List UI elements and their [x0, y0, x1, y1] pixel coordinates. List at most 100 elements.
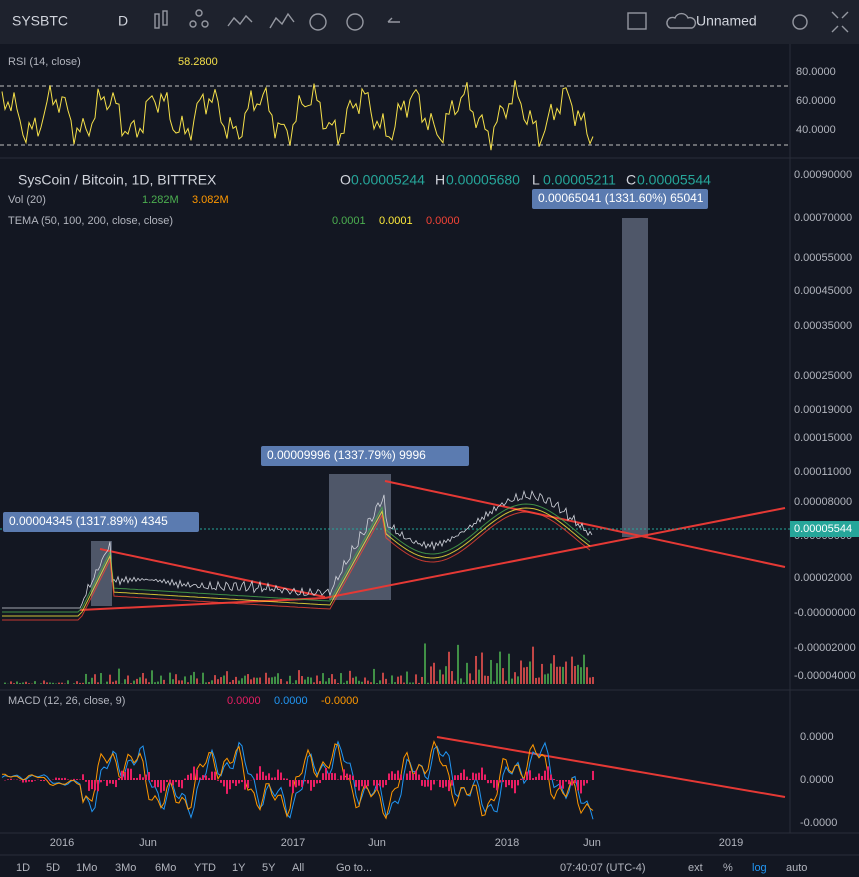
macd-histogram — [553, 779, 555, 780]
ohlc-key: O — [340, 172, 351, 188]
range-button[interactable]: 5D — [46, 862, 60, 874]
volume-bar — [391, 675, 393, 684]
volume-bar — [202, 672, 204, 684]
rsi-line — [1, 80, 594, 151]
toggle[interactable]: % — [723, 862, 733, 874]
macd-histogram — [367, 780, 369, 787]
macd-histogram — [451, 780, 453, 786]
rsi-value: 58.2800 — [178, 56, 218, 68]
macd-histogram — [220, 780, 222, 783]
volume-bar — [496, 663, 498, 684]
symbol[interactable]: SYSBTC — [12, 13, 68, 29]
volume-bar — [211, 680, 213, 684]
volume-bar — [418, 682, 420, 684]
range-button[interactable]: 1Y — [232, 862, 246, 874]
volume-bar — [553, 655, 555, 684]
volume-bar — [10, 681, 12, 684]
range-button[interactable]: 1Mo — [76, 862, 97, 874]
volume-bar — [514, 672, 516, 684]
volume-bar — [523, 667, 525, 684]
layout-name[interactable]: Unnamed — [696, 13, 757, 29]
macd-histogram — [331, 772, 333, 780]
volume-bar — [532, 646, 534, 684]
measure-label: 0.00065041 (1331.60%) 65041 — [538, 191, 704, 205]
volume-bar — [82, 682, 84, 684]
volume-bar — [289, 675, 291, 684]
range-button[interactable]: 6Mo — [155, 862, 176, 874]
range-button[interactable]: 3Mo — [115, 862, 136, 874]
volume-bar — [562, 666, 564, 684]
macd-axis-label: -0.0000 — [800, 817, 837, 829]
volume-bar — [94, 674, 96, 684]
volume-bar — [406, 671, 408, 684]
macd-histogram — [484, 774, 486, 780]
volume-bar — [520, 660, 522, 684]
volume-bar — [493, 681, 495, 684]
volume-bar — [541, 663, 543, 684]
toggle[interactable]: ext — [688, 862, 703, 874]
macd-histogram — [358, 780, 360, 791]
macd-histogram — [130, 768, 132, 780]
ohlc-key: C — [626, 172, 636, 188]
goto[interactable]: Go to... — [336, 862, 372, 874]
volume-bar — [115, 680, 117, 684]
range-button[interactable]: 5Y — [262, 862, 276, 874]
macd-histogram — [28, 780, 30, 782]
volume-bar — [295, 680, 297, 684]
macd-histogram — [55, 777, 57, 780]
toggle[interactable]: log — [752, 862, 767, 874]
macd-histogram — [400, 774, 402, 780]
volume-bar — [226, 671, 228, 684]
volume-bar — [457, 644, 459, 684]
macd-histogram — [61, 778, 63, 780]
volume-bar — [238, 680, 240, 684]
volume-bar — [43, 680, 45, 684]
macd-histogram — [355, 780, 357, 787]
macd-histogram — [244, 780, 246, 790]
macd-histogram — [196, 769, 198, 780]
macd-histogram — [157, 780, 159, 788]
interval[interactable]: D — [118, 13, 128, 29]
volume-bar — [445, 666, 447, 684]
price-axis-label: 0.00070000 — [794, 212, 852, 224]
macd-histogram — [433, 780, 435, 785]
macd-histogram — [34, 780, 36, 781]
macd-histogram — [568, 780, 570, 785]
macd-histogram — [571, 780, 573, 786]
macd-histogram — [424, 780, 426, 787]
macd-label: MACD (12, 26, close, 9) — [8, 695, 125, 707]
rsi-label: RSI (14, close) — [8, 56, 81, 68]
macd-histogram — [517, 780, 519, 786]
volume-bar — [244, 675, 246, 684]
range-button[interactable]: YTD — [194, 862, 216, 874]
volume-bar — [430, 666, 432, 684]
volume-bar — [28, 683, 30, 684]
toggle[interactable]: auto — [786, 862, 807, 874]
volume-bar — [589, 677, 591, 684]
ohlc-key: H — [435, 172, 445, 188]
macd-histogram — [406, 773, 408, 780]
volume-bar — [511, 678, 513, 684]
toolbar — [0, 0, 859, 44]
price-axis-label: 0.00011000 — [794, 466, 851, 478]
volume-bar — [277, 673, 279, 684]
ohlc-value: 0.00005211 — [543, 172, 616, 188]
toolbar-icons[interactable] — [154, 9, 849, 33]
macd-axis-label: 0.0000 — [800, 774, 834, 786]
macd-histogram — [262, 771, 264, 780]
volume-bar — [469, 673, 471, 684]
volume-bar — [250, 679, 252, 684]
macd-histogram — [349, 774, 351, 780]
range-button[interactable]: 1D — [16, 862, 30, 874]
time-label: Jun — [583, 837, 601, 849]
range-button[interactable]: All — [292, 862, 304, 874]
volume-bar — [502, 668, 504, 684]
rsi-axis-label: 60.0000 — [796, 95, 836, 107]
macd-histogram — [112, 780, 114, 784]
volume-bar — [346, 680, 348, 684]
price-axis-label: 0.00015000 — [794, 432, 852, 444]
macd-histogram — [187, 774, 189, 780]
volume-bar — [586, 667, 588, 684]
volume-bar — [214, 675, 216, 684]
price-axis-label: 0.00025000 — [794, 370, 852, 382]
